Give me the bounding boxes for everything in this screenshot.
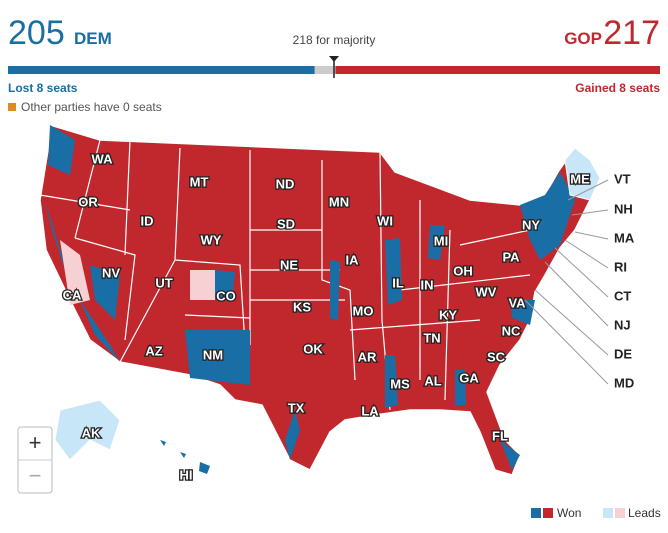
dem-leads-districts: [564, 147, 601, 201]
callout-label: CT: [614, 288, 631, 303]
state-label: VA: [508, 295, 526, 310]
callout-label: MD: [614, 375, 634, 390]
state-label: ID: [141, 213, 154, 228]
callout-line: [571, 209, 609, 216]
gop-leads-districts: [60, 240, 215, 305]
other-note: Other parties have 0 seats: [21, 100, 162, 114]
callout-label: RI: [614, 259, 627, 274]
state-label: KS: [293, 299, 311, 314]
other-swatch: [8, 103, 16, 111]
state-label: TN: [423, 330, 440, 345]
state-label: WI: [377, 213, 393, 228]
gop-seats: 217: [603, 14, 660, 52]
callout-line: [564, 239, 609, 269]
majority-label: 218 for majority: [293, 33, 376, 47]
state-label: PA: [502, 249, 520, 264]
state-label: IN: [421, 277, 434, 292]
callout-line: [544, 261, 609, 327]
state-label: CA: [63, 287, 82, 302]
zoom-out[interactable]: −: [29, 463, 42, 488]
state-borders: [39, 139, 531, 411]
state-label: TX: [288, 400, 305, 415]
state-label: FL: [492, 428, 508, 443]
state-label: AK: [82, 425, 101, 440]
callout-line: [567, 179, 609, 201]
callout-line: [554, 247, 609, 298]
legend-swatch-gop-leads: [615, 508, 625, 518]
state-label: HI: [180, 467, 193, 482]
state-label: WY: [201, 232, 222, 247]
legend-swatch-dem-leads: [603, 508, 613, 518]
callout-line: [574, 231, 609, 240]
state-label: MS: [390, 376, 410, 391]
legend-swatch-dem-won: [531, 508, 541, 518]
callout-label: VT: [614, 171, 631, 186]
state-label: CO: [216, 288, 236, 303]
zoom-controls: + −: [17, 426, 53, 494]
majority-arrow: [329, 56, 339, 62]
callout-line: [534, 289, 609, 356]
state-label: MO: [353, 303, 374, 318]
dem-seats: 205: [8, 14, 65, 52]
state-label: ND: [276, 176, 295, 191]
callout-label: MA: [614, 230, 635, 245]
state-label: SC: [487, 349, 506, 364]
callout-label: DE: [614, 346, 632, 361]
dem-change: Lost 8 seats: [8, 81, 78, 95]
state-label: IL: [392, 275, 404, 290]
state-label: NC: [502, 323, 521, 338]
state-label: AL: [424, 373, 441, 388]
state-label: OH: [453, 263, 473, 278]
state-label: WV: [476, 284, 497, 299]
callout-line: [524, 299, 609, 385]
legend-won: Won: [557, 506, 581, 520]
alaska: [54, 399, 121, 461]
hawaii: [160, 440, 210, 474]
state-label: LA: [361, 403, 379, 418]
state-label: NY: [522, 217, 540, 232]
state-label: MN: [329, 194, 349, 209]
legend-leads: Leads: [628, 506, 661, 520]
state-label: OK: [303, 341, 323, 356]
state-label: NV: [102, 265, 120, 280]
state-label: GA: [459, 370, 479, 385]
dem-label: DEM: [74, 29, 112, 48]
gop-change: Gained 8 seats: [575, 81, 660, 95]
state-label: ME: [570, 171, 590, 186]
state-label: OR: [78, 194, 98, 209]
state-label: AR: [358, 349, 377, 364]
state-label: SD: [277, 216, 295, 231]
state-label: WA: [92, 151, 114, 166]
state-label: AZ: [145, 343, 162, 358]
zoom-in[interactable]: +: [29, 430, 42, 455]
state-label: MT: [190, 174, 209, 189]
legend-swatch-gop-won: [543, 508, 553, 518]
state-label: IA: [346, 252, 360, 267]
gop-bar: [335, 66, 660, 74]
us-map: WA OR CA NV ID MT WY UT AZ CO NM ND SD NE KS OK TX MN IA MO…: [39, 124, 635, 484]
state-label: UT: [155, 275, 172, 290]
callout-label: NJ: [614, 317, 631, 332]
gop-label: GOP: [564, 29, 602, 48]
state-label: KY: [439, 307, 457, 322]
dem-bar: [8, 66, 315, 74]
state-label: MI: [434, 233, 448, 248]
callout-label: NH: [614, 201, 633, 216]
state-label: NM: [203, 347, 223, 362]
state-label: NE: [280, 257, 298, 272]
